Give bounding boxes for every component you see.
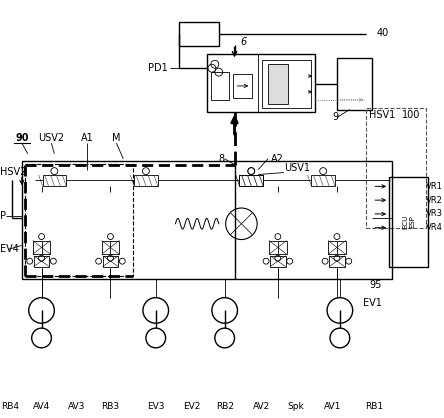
- Bar: [207, 54, 315, 112]
- Bar: [33, 240, 51, 254]
- Text: P: P: [0, 211, 6, 221]
- Text: 90: 90: [15, 133, 28, 143]
- Bar: [22, 161, 392, 279]
- Text: RB1: RB1: [365, 403, 384, 411]
- Text: RB4: RB4: [1, 403, 19, 411]
- Text: 40: 40: [377, 28, 388, 38]
- Text: USV2: USV2: [38, 133, 64, 143]
- Bar: [233, 74, 252, 98]
- Bar: [102, 240, 119, 254]
- Text: 9: 9: [332, 112, 338, 122]
- Bar: [270, 256, 286, 267]
- Text: EV3: EV3: [147, 403, 165, 411]
- Text: EV2: EV2: [183, 403, 201, 411]
- Text: 100: 100: [402, 110, 420, 120]
- Text: PD1: PD1: [148, 63, 167, 73]
- Text: A2: A2: [271, 154, 284, 164]
- Bar: [366, 107, 425, 228]
- Bar: [329, 256, 345, 267]
- Text: VR2: VR2: [425, 196, 442, 205]
- Bar: [262, 60, 311, 107]
- Bar: [268, 64, 288, 104]
- Text: AV1: AV1: [324, 403, 342, 411]
- Text: Spk: Spk: [287, 403, 304, 411]
- Text: RB2: RB2: [216, 403, 234, 411]
- Text: 6: 6: [241, 37, 247, 47]
- Bar: [311, 175, 335, 186]
- Text: ECU
ESP: ECU ESP: [402, 215, 415, 229]
- Text: M: M: [112, 133, 121, 143]
- Text: RB3: RB3: [101, 403, 119, 411]
- Text: HSV1: HSV1: [369, 110, 396, 120]
- Text: AV4: AV4: [33, 403, 50, 411]
- Text: 95: 95: [370, 280, 382, 290]
- Bar: [389, 176, 428, 267]
- Text: VR4: VR4: [425, 223, 442, 232]
- Text: VR3: VR3: [425, 209, 443, 219]
- Text: HSV2: HSV2: [0, 166, 27, 176]
- Bar: [269, 240, 287, 254]
- Bar: [34, 256, 49, 267]
- Text: EV1: EV1: [363, 298, 382, 308]
- Bar: [103, 256, 119, 267]
- Bar: [211, 72, 229, 100]
- Bar: [43, 175, 66, 186]
- Text: AV3: AV3: [68, 403, 86, 411]
- Bar: [25, 164, 133, 276]
- Bar: [134, 175, 158, 186]
- Bar: [239, 175, 263, 186]
- Bar: [179, 22, 219, 46]
- Text: VR1: VR1: [425, 182, 442, 191]
- Text: 8: 8: [218, 154, 225, 164]
- Text: AV2: AV2: [253, 403, 270, 411]
- Bar: [337, 59, 373, 110]
- Bar: [239, 175, 263, 186]
- Text: A1: A1: [80, 133, 93, 143]
- Text: EV4: EV4: [0, 245, 19, 255]
- Bar: [328, 240, 346, 254]
- Text: USV1: USV1: [284, 163, 310, 173]
